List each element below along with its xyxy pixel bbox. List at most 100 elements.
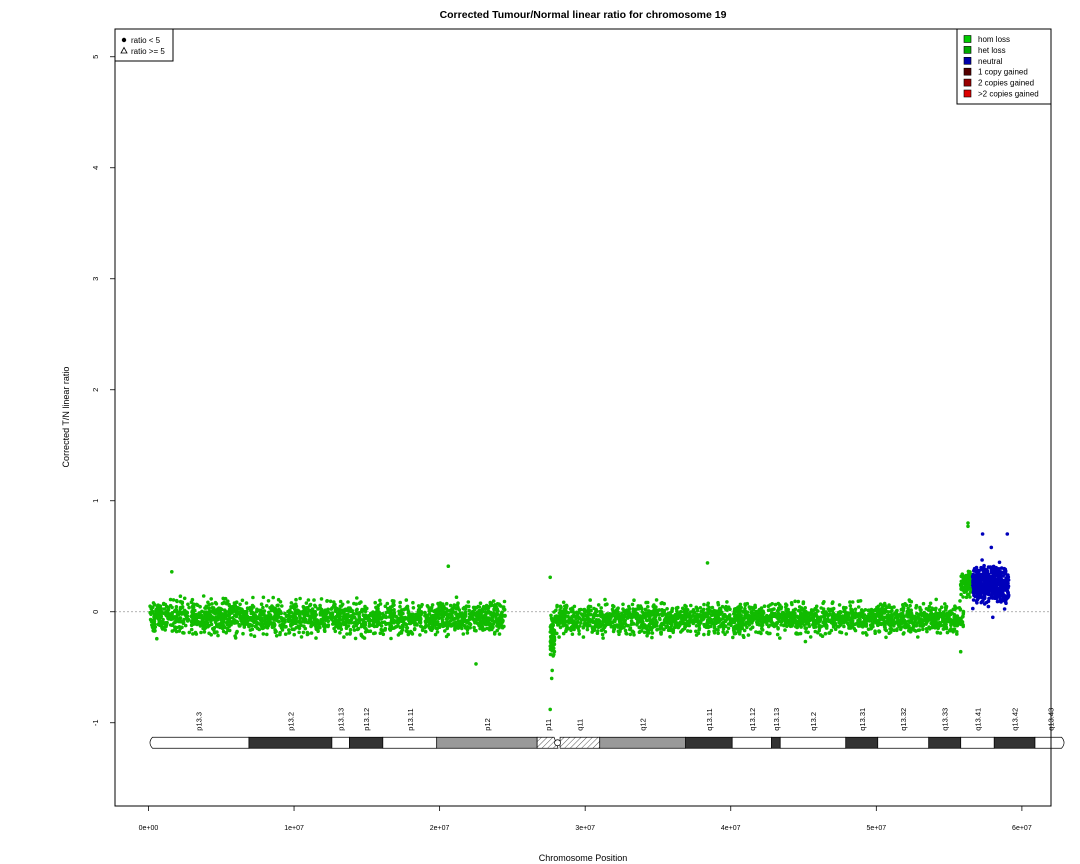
- data-point-het-loss: [777, 607, 781, 612]
- data-point-het-loss: [681, 618, 685, 622]
- legend-swatch: [963, 35, 972, 43]
- data-point-het-loss: [884, 620, 888, 624]
- data-point-neutral: [973, 594, 977, 599]
- data-point-het-loss: [273, 630, 278, 635]
- data-point-het-loss: [737, 621, 741, 625]
- data-point-het-loss: [664, 624, 668, 629]
- data-point-het-loss: [244, 613, 249, 618]
- data-point-het-loss: [297, 612, 302, 617]
- data-point-het-loss: [223, 625, 227, 630]
- data-point-het-loss: [482, 618, 486, 623]
- data-point-het-loss: [784, 602, 788, 606]
- data-point-het-loss: [224, 610, 228, 614]
- ideogram-band-label: q13.42: [1011, 708, 1020, 731]
- data-point-het-loss: [662, 627, 666, 632]
- data-point-het-loss: [251, 595, 255, 600]
- data-point-het-loss: [178, 619, 183, 624]
- data-point-het-loss: [695, 608, 700, 613]
- data-point-het-loss: [358, 618, 363, 622]
- data-point-het-loss: [454, 610, 458, 615]
- data-point-het-loss: [771, 621, 775, 625]
- data-point-het-loss: [710, 613, 714, 618]
- data-point-het-loss: [233, 634, 237, 638]
- data-point-het-loss: [782, 618, 786, 622]
- data-point-het-loss: [443, 629, 447, 633]
- data-point-het-loss: [649, 621, 653, 626]
- ideogram-band: [536, 736, 559, 749]
- data-point-het-loss: [747, 619, 751, 624]
- data-point-het-loss: [966, 569, 971, 574]
- data-point-het-loss: [761, 620, 765, 624]
- legend-swatch: [963, 89, 972, 98]
- data-point-het-loss: [251, 617, 256, 622]
- data-point-neutral: [995, 599, 1000, 604]
- data-point-het-loss: [912, 614, 916, 619]
- data-point-het-loss: [324, 617, 329, 621]
- data-point-het-loss: [776, 601, 781, 606]
- data-point-het-loss: [221, 617, 226, 622]
- data-point-het-loss: [502, 599, 507, 604]
- data-point-het-loss: [857, 624, 862, 628]
- data-point-het-loss: [897, 622, 901, 627]
- data-point-het-loss: [959, 583, 963, 588]
- data-point-het-loss: [235, 606, 239, 610]
- data-point-het-loss: [467, 608, 472, 613]
- data-point-het-loss: [502, 607, 507, 612]
- data-point-het-loss: [601, 636, 605, 640]
- data-point-het-loss: [772, 607, 776, 611]
- legend-label: 2 copies gained: [978, 79, 1034, 88]
- data-point-het-loss: [889, 614, 893, 619]
- data-point-neutral: [1002, 571, 1007, 575]
- data-point-het-loss: [672, 618, 677, 623]
- data-point-het-loss: [887, 622, 891, 627]
- data-point-het-loss: [857, 617, 862, 621]
- data-point-het-loss: [159, 606, 163, 611]
- data-point-het-loss: [961, 595, 965, 599]
- data-point-het-loss: [596, 603, 601, 607]
- data-point-het-loss: [659, 630, 663, 635]
- data-point-neutral: [997, 582, 1002, 587]
- ideogram-band: [685, 736, 733, 749]
- data-point-het-loss: [948, 617, 953, 622]
- data-point-het-loss: [216, 622, 221, 626]
- data-point-het-loss: [742, 635, 746, 639]
- data-point-het-loss: [734, 616, 739, 621]
- data-point-het-loss: [960, 572, 965, 576]
- data-point-het-loss: [302, 611, 306, 616]
- legend-label: >2 copies gained: [978, 90, 1039, 99]
- legend-swatch: [963, 46, 972, 54]
- data-point-het-loss: [332, 603, 336, 608]
- data-point-het-loss: [288, 615, 292, 620]
- data-point-het-loss: [808, 635, 813, 639]
- data-point-het-loss: [961, 623, 965, 627]
- data-point-het-loss: [227, 628, 232, 633]
- data-point-het-loss: [367, 621, 372, 626]
- data-point-het-loss: [783, 622, 787, 626]
- data-point-het-loss: [489, 601, 494, 606]
- shape-legend-box: [114, 28, 174, 62]
- data-point-het-loss: [688, 610, 693, 614]
- data-point-het-loss: [308, 602, 313, 607]
- data-point-het-loss: [861, 631, 865, 635]
- data-point-het-loss: [919, 608, 923, 612]
- data-point-het-loss: [844, 613, 849, 618]
- data-point-het-loss: [559, 605, 563, 610]
- data-point-het-loss: [294, 616, 299, 620]
- data-point-het-loss: [435, 630, 440, 634]
- data-point-het-loss: [361, 618, 366, 623]
- data-point-het-loss: [616, 625, 620, 629]
- data-point-het-loss: [238, 616, 242, 620]
- data-point-het-loss: [676, 625, 681, 630]
- data-point-het-loss: [351, 611, 356, 616]
- data-point-het-loss: [968, 580, 972, 585]
- data-point-het-loss: [436, 601, 440, 606]
- data-point-het-loss: [294, 602, 298, 606]
- data-point-het-loss: [921, 601, 926, 606]
- data-point-neutral: [997, 567, 1001, 571]
- shape-legend: ratio < 5 ratio >= 5: [114, 28, 174, 62]
- data-point-het-loss: [356, 626, 361, 631]
- data-point-het-loss: [941, 627, 946, 631]
- data-point-het-loss: [363, 630, 368, 634]
- data-point-het-loss: [717, 620, 721, 624]
- data-point-het-loss: [283, 625, 287, 629]
